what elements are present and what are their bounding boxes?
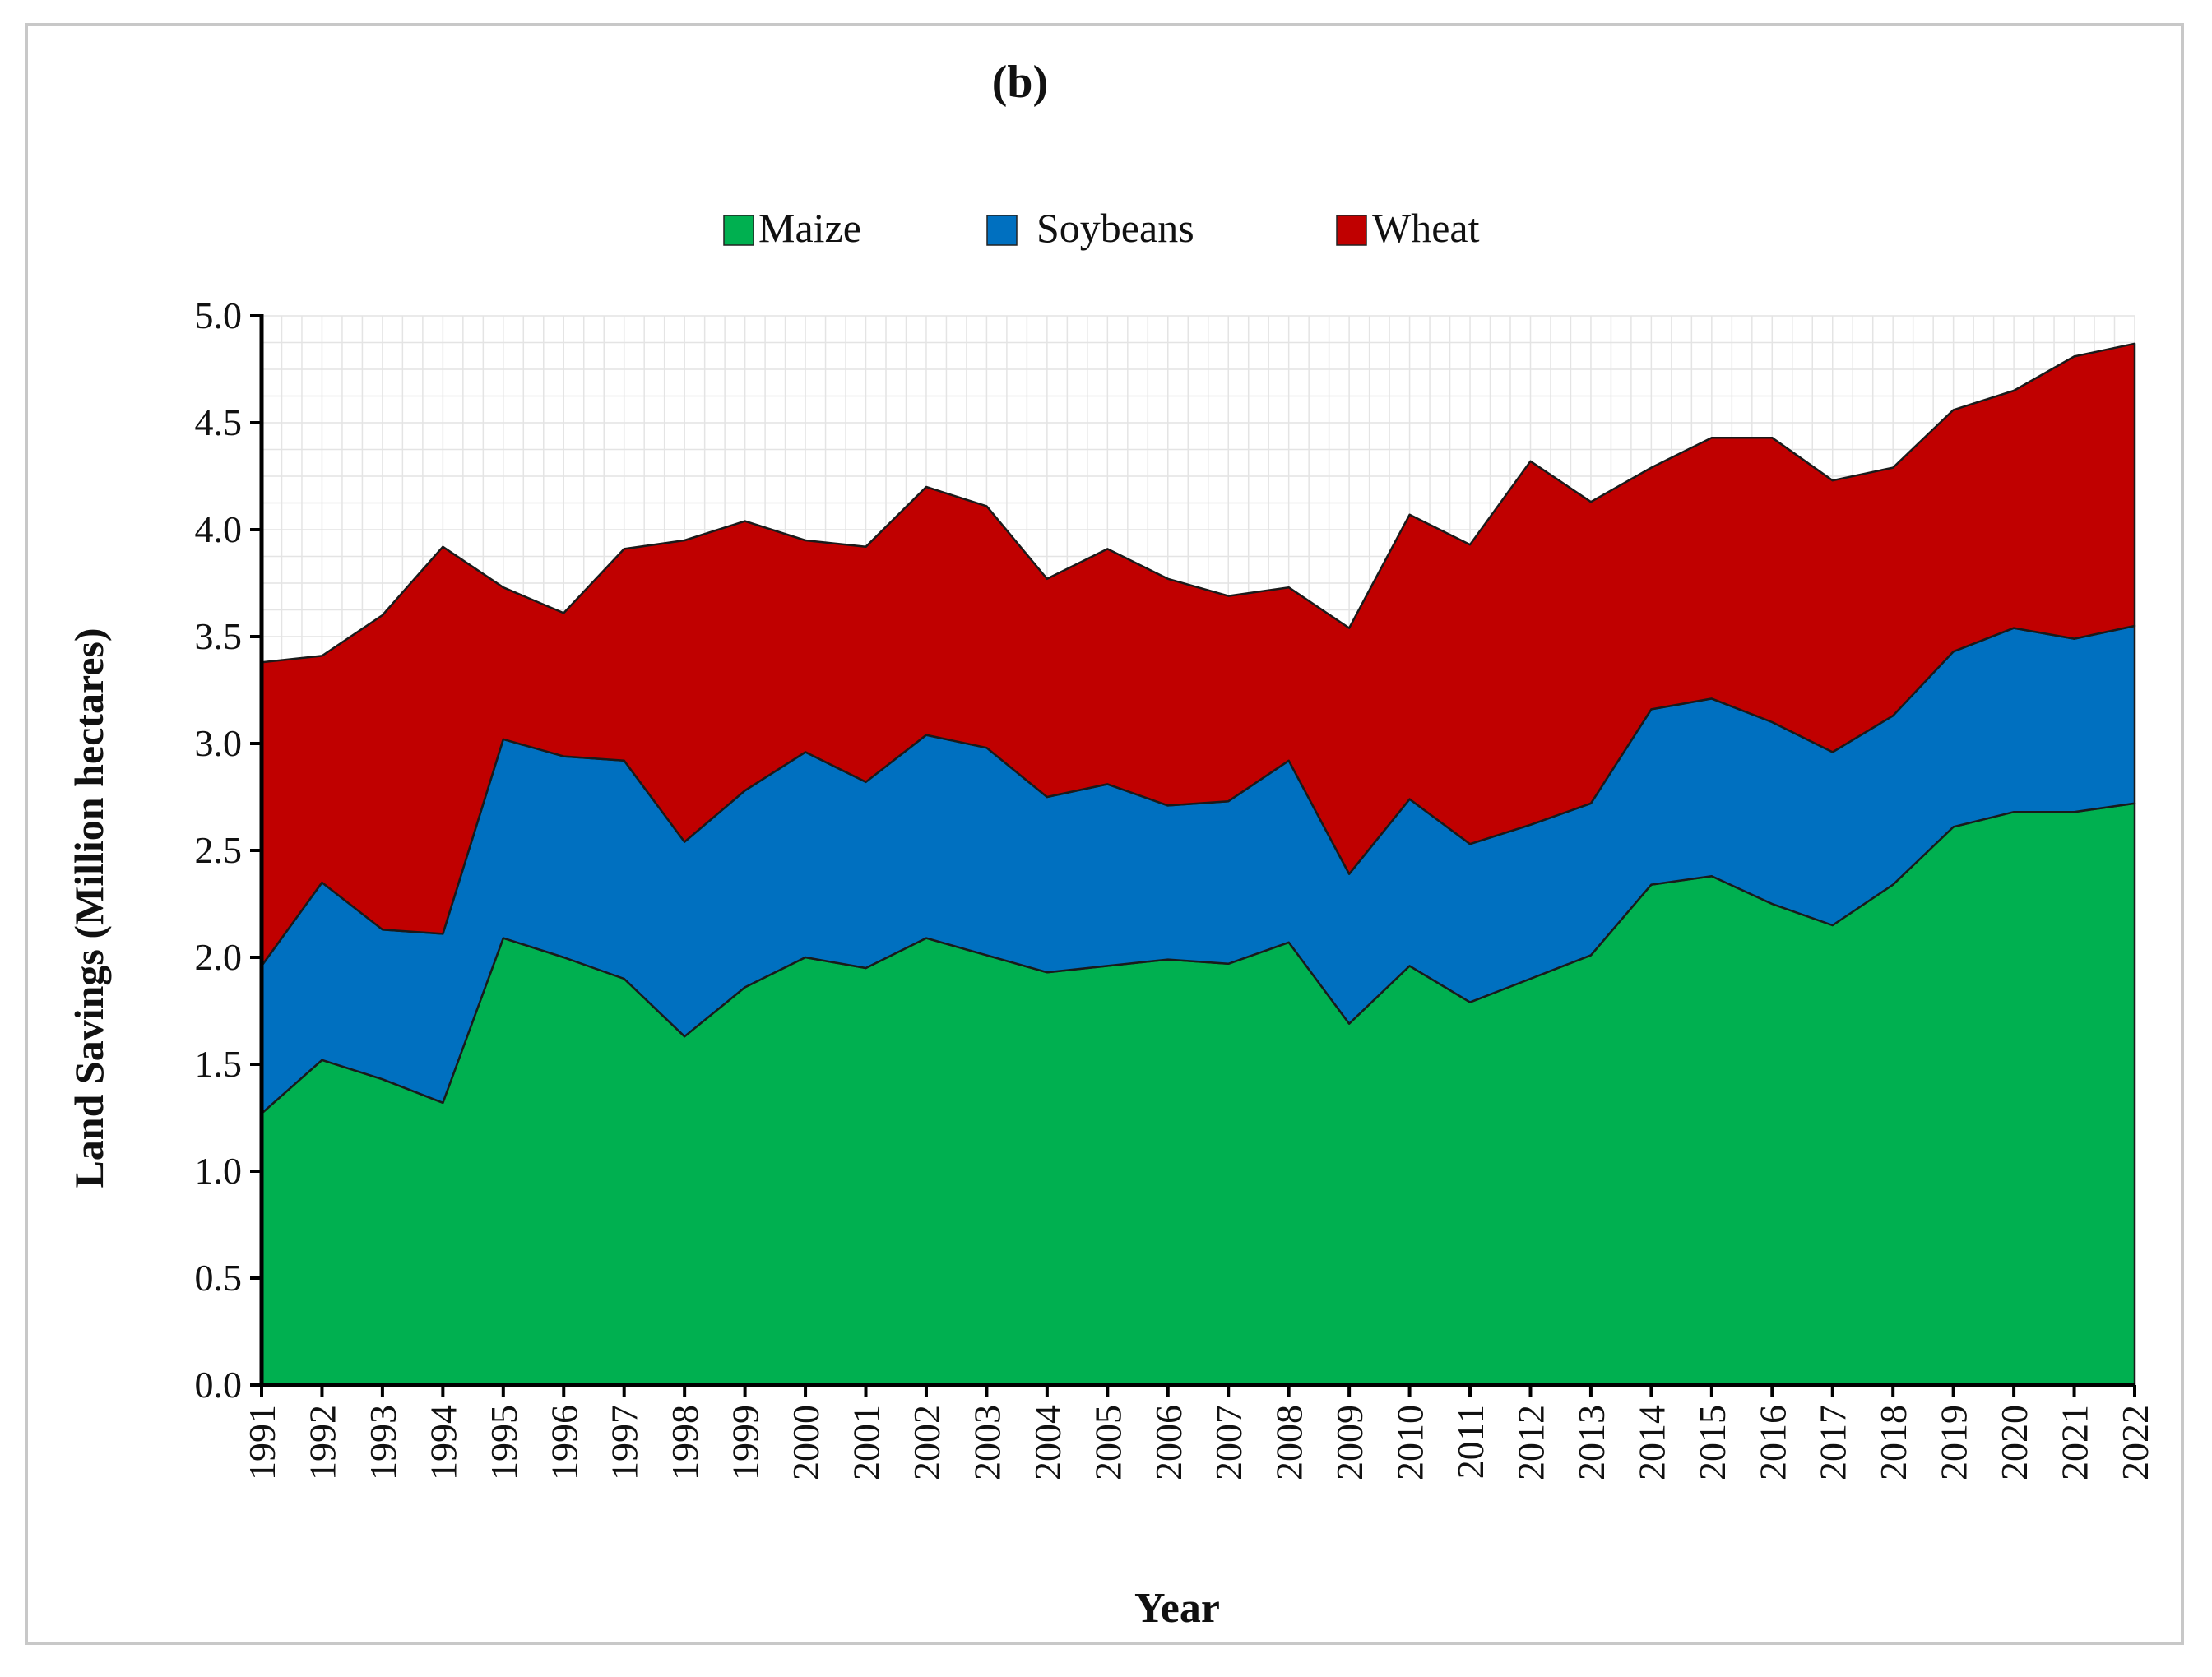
y-tick-label: 4.5 — [195, 401, 243, 443]
legend-label-maize: Maize — [758, 205, 861, 251]
x-tick-label: 2022 — [2114, 1405, 2156, 1480]
x-tick-label: 2018 — [1872, 1405, 1914, 1480]
y-tick-label: 0.0 — [195, 1364, 243, 1406]
x-tick-label: 2011 — [1449, 1405, 1491, 1479]
x-tick-label: 1996 — [543, 1405, 585, 1480]
legend-swatch-wheat — [1336, 215, 1367, 246]
x-tick-label: 2014 — [1630, 1405, 1672, 1480]
legend: Maize Soybeans Wheat — [723, 205, 1480, 251]
x-tick-label: 1999 — [725, 1405, 767, 1480]
x-tick-label: 1995 — [483, 1405, 525, 1480]
legend-label-soybeans: Soybeans — [1036, 205, 1194, 251]
axes: 0.0 0.5 1.0 1.5 2.0 2.5 3.0 3.5 4.0 4.5 5.0 1991 199… — [195, 294, 2157, 1480]
x-tick-label: 2008 — [1268, 1405, 1310, 1480]
y-tick-label: 3.5 — [195, 615, 243, 657]
x-tick-label: 1998 — [664, 1405, 706, 1480]
y-tick-label: 4.0 — [195, 508, 243, 550]
x-tick-label: 2013 — [1570, 1405, 1612, 1480]
y-tick-label: 0.5 — [195, 1257, 243, 1299]
legend-label-wheat: Wheat — [1372, 205, 1480, 251]
area-wheat — [260, 342, 2136, 967]
x-tick-label: 2020 — [1993, 1405, 2035, 1480]
legend-swatch-maize — [723, 215, 754, 246]
x-tick-label: 1994 — [422, 1405, 464, 1480]
x-tick-label: 1993 — [362, 1405, 404, 1480]
x-tick-label: 2002 — [906, 1405, 948, 1480]
legend-swatch-soybeans — [986, 215, 1018, 246]
x-tick-label: 2003 — [966, 1405, 1008, 1480]
y-tick-label: 3.0 — [195, 722, 243, 764]
y-tick-label: 1.5 — [195, 1043, 243, 1085]
areas — [260, 342, 2136, 1387]
x-tick-label: 2004 — [1027, 1405, 1069, 1480]
y-tick-label: 2.0 — [195, 936, 243, 978]
x-tick-label: 2015 — [1691, 1405, 1733, 1480]
x-axis-label: Year — [1134, 1585, 1220, 1632]
x-tick-label: 2012 — [1509, 1405, 1551, 1480]
x-tick-label: 1991 — [241, 1405, 283, 1480]
x-tick-label: 2006 — [1148, 1405, 1189, 1480]
y-axis-label: Land Savings (Million hectares) — [66, 628, 112, 1188]
y-tick-label: 1.0 — [195, 1150, 243, 1192]
y-tick-label: 2.5 — [195, 829, 243, 871]
x-tick-label: 2000 — [785, 1405, 827, 1480]
x-tick-label: 2005 — [1087, 1405, 1129, 1480]
x-tick-label: 2019 — [1933, 1405, 1975, 1480]
x-tick-label: 2010 — [1389, 1405, 1431, 1480]
x-tick-label: 2001 — [846, 1405, 888, 1480]
x-tick-label: 1992 — [301, 1405, 343, 1480]
x-tick-label: 1997 — [604, 1405, 646, 1480]
x-tick-label: 2009 — [1329, 1405, 1370, 1480]
x-tick-label: 2007 — [1208, 1405, 1250, 1480]
x-tick-label: 2016 — [1751, 1405, 1793, 1480]
x-tick-label: 2017 — [1812, 1405, 1854, 1480]
x-tick-label: 2021 — [2054, 1405, 2096, 1480]
chart-title: (b) — [992, 57, 1048, 108]
y-tick-label: 5.0 — [195, 294, 243, 336]
